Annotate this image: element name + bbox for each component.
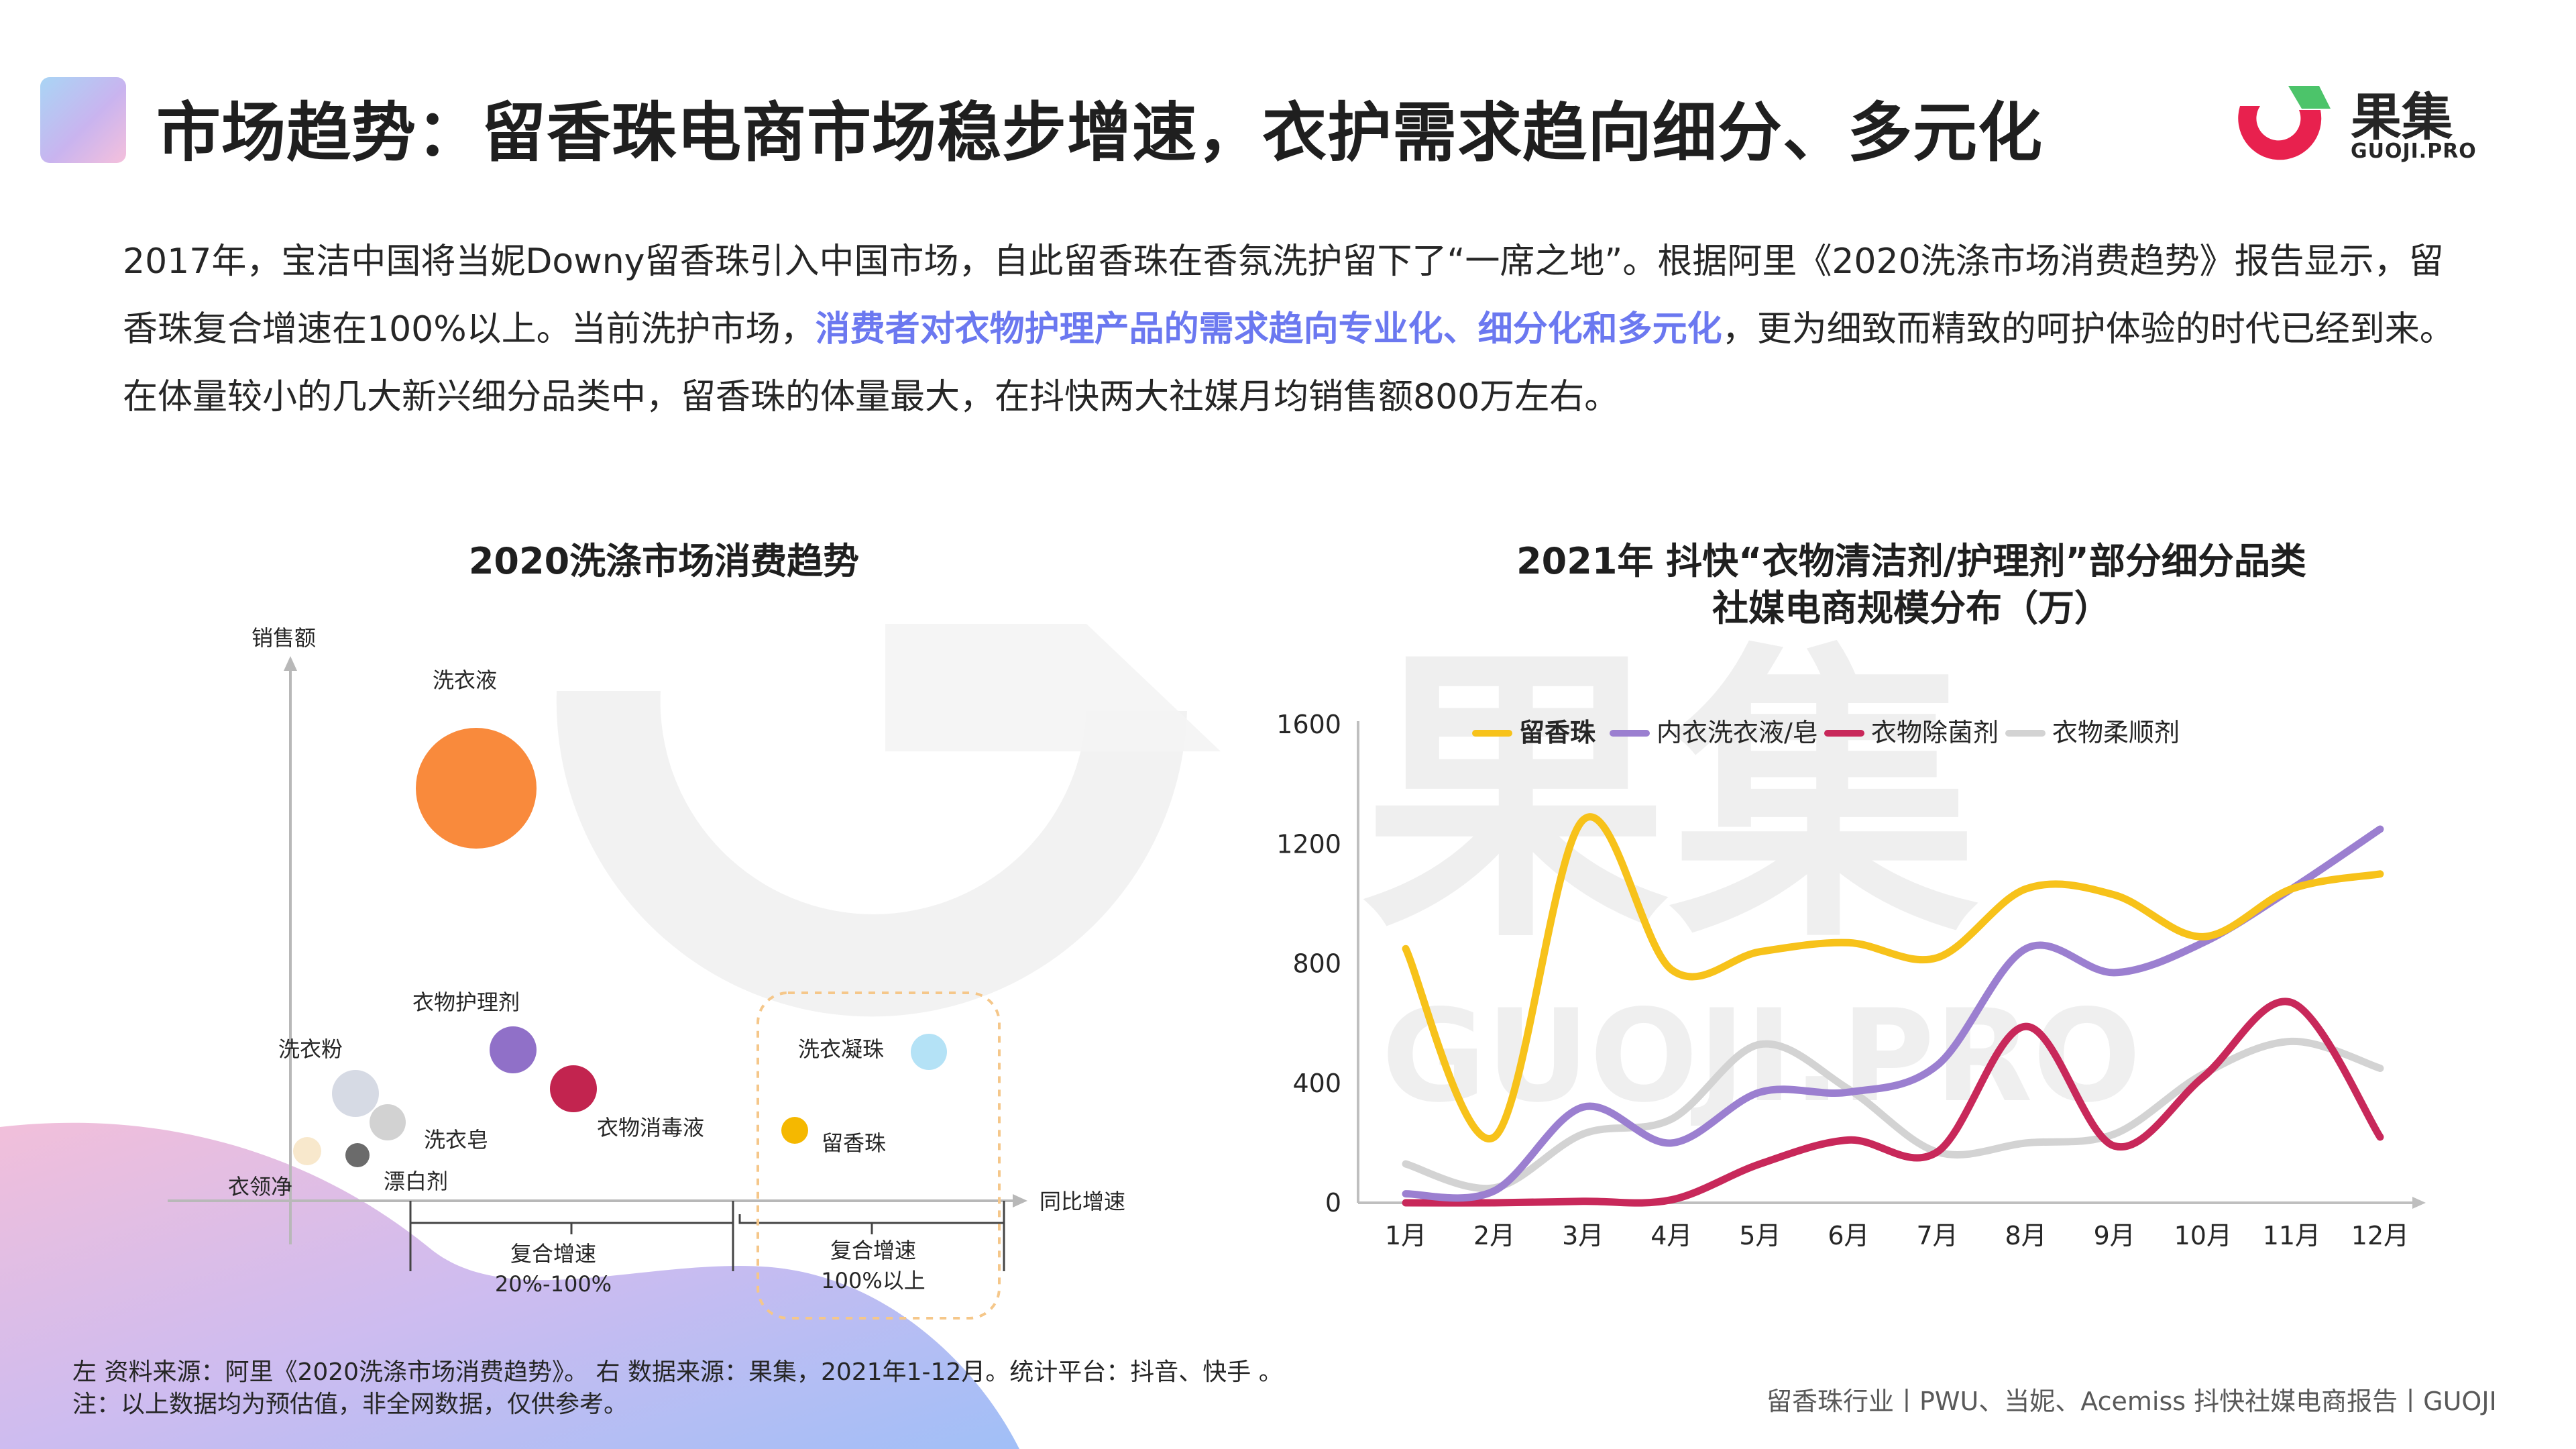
bubble-washing-liquid <box>416 728 537 849</box>
x-tick-label: 7月 <box>1916 1221 1958 1250</box>
series-line-3 <box>1402 1037 2384 1193</box>
bubble-chart-title: 2020洗涤市场消费趋势 <box>469 540 859 582</box>
bubble-scent-beads <box>781 1117 808 1144</box>
x-tick-label: 3月 <box>1562 1221 1604 1250</box>
bubble-collar-cleaner <box>293 1137 321 1165</box>
y-tick-label: 1200 <box>1276 829 1341 859</box>
group-1-line1: 复合增速 <box>510 1241 596 1267</box>
x-tick-label: 1月 <box>1385 1221 1426 1250</box>
y-tick-labels: 0 400 800 1200 1600 <box>1276 710 1341 1218</box>
bubble-laundry-soap <box>370 1104 406 1140</box>
footer-report-name: 留香珠行业丨PWU、当妮、Acemiss 抖快社媒电商报告丨GUOJI <box>1767 1387 2497 1416</box>
series-line-2 <box>1402 998 2384 1207</box>
bubble-disinfectant <box>550 1065 597 1112</box>
x-tick-labels: 1月 2月 3月 4月 5月 6月 7月 8月 9月 10月 11月 12月 <box>1385 1221 2409 1250</box>
footer-note-line: 注：以上数据均为预估值，非全网数据，仅供参考。 <box>72 1391 628 1418</box>
logo-domain: GUOJI.PRO <box>2351 140 2477 163</box>
series-line-1 <box>1402 825 2384 1202</box>
series-lines <box>1402 813 2384 1207</box>
y-tick-label: 800 <box>1292 949 1341 979</box>
group-2-line1: 复合增速 <box>830 1238 916 1263</box>
high-growth-highlight-box <box>757 991 1001 1320</box>
series-line-0 <box>1402 813 2384 1142</box>
y-tick-label: 1600 <box>1276 710 1341 739</box>
y-axis-label: 销售额 <box>251 625 316 651</box>
chart-legend: 留香珠 内衣洗衣液/皂 衣物除菌剂 衣物柔顺剂 <box>1472 718 2180 747</box>
legend-label: 留香珠 <box>1519 718 1596 747</box>
bubble-chart: 2020洗涤市场消费趋势 销售额 同比增速 复合增速 20%-100% 复合增速… <box>168 540 1125 1320</box>
line-chart-title-line2: 社媒电商规模分布（万） <box>1712 587 2111 629</box>
bubble-fabric-care <box>490 1026 537 1073</box>
label-laundry-soap: 洗衣皂 <box>424 1127 488 1152</box>
label-laundry-pods: 洗衣凝珠 <box>798 1036 884 1062</box>
bubble-group-bracket-2 <box>738 1201 1005 1271</box>
x-tick-label: 4月 <box>1650 1221 1692 1250</box>
y-axis-arrow <box>284 656 297 671</box>
legend-label: 内衣洗衣液/皂 <box>1657 718 1818 747</box>
x-tick-label: 8月 <box>2005 1221 2047 1250</box>
x-tick-label: 11月 <box>2263 1221 2320 1250</box>
group-1-line2: 20%-100% <box>495 1271 612 1297</box>
group-2-line2: 100%以上 <box>821 1268 926 1293</box>
intro-text-part1: 2017年，宝洁中国将当妮Downy留香珠引入中国市场，自此留香珠在香氛洗护留下… <box>123 241 2444 350</box>
x-tick-label: 9月 <box>2094 1221 2135 1250</box>
line-chart-x-axis-arrow <box>2412 1197 2426 1209</box>
label-scent-beads: 留香珠 <box>822 1130 886 1156</box>
label-disinfectant: 衣物消毒液 <box>597 1115 704 1140</box>
intro-paragraph: 2017年，宝洁中国将当妮Downy留香珠引入中国市场，自此留香珠在香氛洗护留下… <box>123 228 2463 431</box>
label-collar-cleaner: 衣领净 <box>228 1174 292 1199</box>
logo-name: 果集 <box>2351 87 2453 147</box>
title-accent-square <box>40 77 126 163</box>
y-tick-label: 400 <box>1292 1069 1341 1098</box>
footer-sources: 左 资料来源：阿里《2020洗涤市场消费趋势》。 右 数据来源：果集，2021年… <box>72 1356 1283 1421</box>
line-chart-title-line1: 2021年 抖快“衣物清洁剂/护理剂”部分细分品类 <box>1516 540 2306 582</box>
logo-icon <box>2238 86 2331 160</box>
legend-label: 衣物除菌剂 <box>1871 718 1999 747</box>
bubble-bleach <box>345 1143 370 1167</box>
x-axis-label: 同比增速 <box>1040 1189 1125 1214</box>
label-bleach: 漂白剂 <box>384 1169 448 1194</box>
x-tick-label: 10月 <box>2174 1221 2232 1250</box>
bubble-laundry-pods <box>911 1034 947 1070</box>
x-axis-arrow <box>1013 1194 1027 1208</box>
y-tick-label: 0 <box>1325 1188 1341 1218</box>
x-tick-label: 5月 <box>1739 1221 1781 1250</box>
label-washing-liquid: 洗衣液 <box>433 667 497 693</box>
label-washing-powder: 洗衣粉 <box>278 1036 343 1062</box>
legend-label: 衣物柔顺剂 <box>2052 718 2180 747</box>
footer-source-line: 左 资料来源：阿里《2020洗涤市场消费趋势》。 右 数据来源：果集，2021年… <box>72 1358 1283 1386</box>
intro-text-part2: ，更为细致而精致的呵护体验的时代已经到来。在体量较小的几大新兴细分品类中，留香珠… <box>123 309 2455 417</box>
bubble-group-bracket-1 <box>409 1201 734 1271</box>
x-tick-label: 2月 <box>1473 1221 1515 1250</box>
label-fabric-care: 衣物护理剂 <box>412 989 520 1015</box>
bubble-washing-powder <box>332 1070 379 1117</box>
intro-highlight: 消费者对衣物护理产品的需求趋向专业化、细分化和多元化 <box>815 309 1722 350</box>
x-tick-label: 12月 <box>2351 1221 2409 1250</box>
line-chart: 2021年 抖快“衣物清洁剂/护理剂”部分细分品类 社媒电商规模分布（万） 0 4… <box>1276 540 2426 1250</box>
x-tick-label: 6月 <box>1828 1221 1869 1250</box>
page-title: 市场趋势：留香珠电商市场稳步增速，衣护需求趋向细分、多元化 <box>156 95 2043 170</box>
